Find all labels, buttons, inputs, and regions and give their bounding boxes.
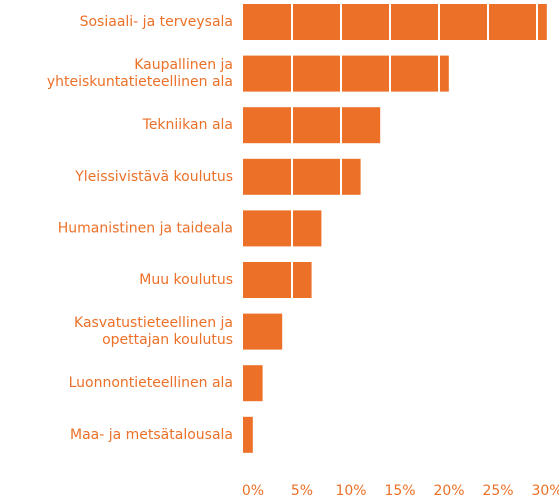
category-label: Yleissivistävä koulutus bbox=[74, 169, 233, 185]
category-label: Sosiaali- ja terveysala bbox=[80, 14, 233, 30]
bar bbox=[243, 313, 283, 350]
category-label: Humanistinen ja taideala bbox=[58, 220, 233, 236]
category-label: Maa- ja metsätalousala bbox=[70, 427, 233, 443]
x-tick-label: 20% bbox=[433, 483, 464, 499]
bar bbox=[243, 107, 381, 144]
bar bbox=[243, 4, 547, 40]
bar bbox=[243, 416, 253, 453]
category-label: Muu koulutus bbox=[139, 272, 233, 288]
bar bbox=[243, 262, 312, 298]
x-tick-label: 10% bbox=[335, 483, 366, 499]
x-tick-label: 25% bbox=[482, 483, 513, 499]
x-tick-label: 15% bbox=[384, 483, 415, 499]
category-label: Kasvatustieteellinen ja opettajan koulutu… bbox=[74, 315, 233, 348]
x-tick-label: 30% bbox=[531, 483, 559, 499]
category-label: Kaupallinen ja yhteiskuntatieteellinen al… bbox=[47, 57, 233, 90]
bar bbox=[243, 210, 322, 247]
x-tick-label: 5% bbox=[291, 483, 313, 499]
bar bbox=[243, 158, 361, 195]
category-label: Tekniikan ala bbox=[142, 117, 233, 133]
x-tick-label: 0% bbox=[242, 483, 264, 499]
category-label: Luonnontieteellinen ala bbox=[69, 375, 233, 391]
bar bbox=[243, 55, 449, 92]
bar bbox=[243, 365, 263, 402]
